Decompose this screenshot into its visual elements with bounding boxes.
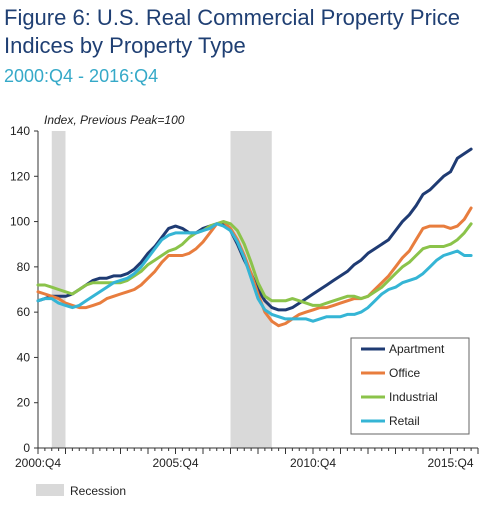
recession-label: Recession xyxy=(70,484,126,498)
y-tick-label: 0 xyxy=(23,441,30,455)
recession-swatch xyxy=(36,484,64,496)
series-line-industrial xyxy=(36,220,473,307)
x-tick-label: 2000:Q4 xyxy=(15,456,61,470)
series-lines xyxy=(36,147,473,328)
y-tick-label: 40 xyxy=(17,350,31,364)
y-tick-label: 120 xyxy=(10,169,30,183)
y-tick-label: 60 xyxy=(17,305,31,319)
x-tick-label: 2005:Q4 xyxy=(152,456,198,470)
x-tick-label: 2010:Q4 xyxy=(290,456,336,470)
chart-title: Figure 6: U.S. Real Commercial Property … xyxy=(4,5,461,58)
legend-label-apartment: Apartment xyxy=(389,342,445,356)
recession-bands xyxy=(51,131,272,448)
legend-label-industrial: Industrial xyxy=(389,390,438,404)
y-axis-label: Index, Previous Peak=100 xyxy=(44,113,185,127)
recession-band-2 xyxy=(230,131,272,448)
recession-legend: Recession xyxy=(36,484,126,498)
legend-box xyxy=(350,337,470,435)
series-line-retail xyxy=(36,222,473,323)
axes: Index, Previous Peak=100 0 20 40 60 80 100 120… xyxy=(10,113,479,470)
chart-subtitle: 2000:Q4 - 2016:Q4 xyxy=(4,66,159,86)
y-tick-label: 100 xyxy=(10,215,30,229)
legend-label-office: Office xyxy=(389,366,420,380)
x-tick-label: 2015:Q4 xyxy=(427,456,473,470)
legend-label-retail: Retail xyxy=(389,414,420,428)
legend: Apartment Office Industrial Retail xyxy=(350,337,470,435)
y-tick-label: 80 xyxy=(17,260,31,274)
y-tick-label: 20 xyxy=(17,396,31,410)
y-tick-label: 140 xyxy=(10,124,30,138)
